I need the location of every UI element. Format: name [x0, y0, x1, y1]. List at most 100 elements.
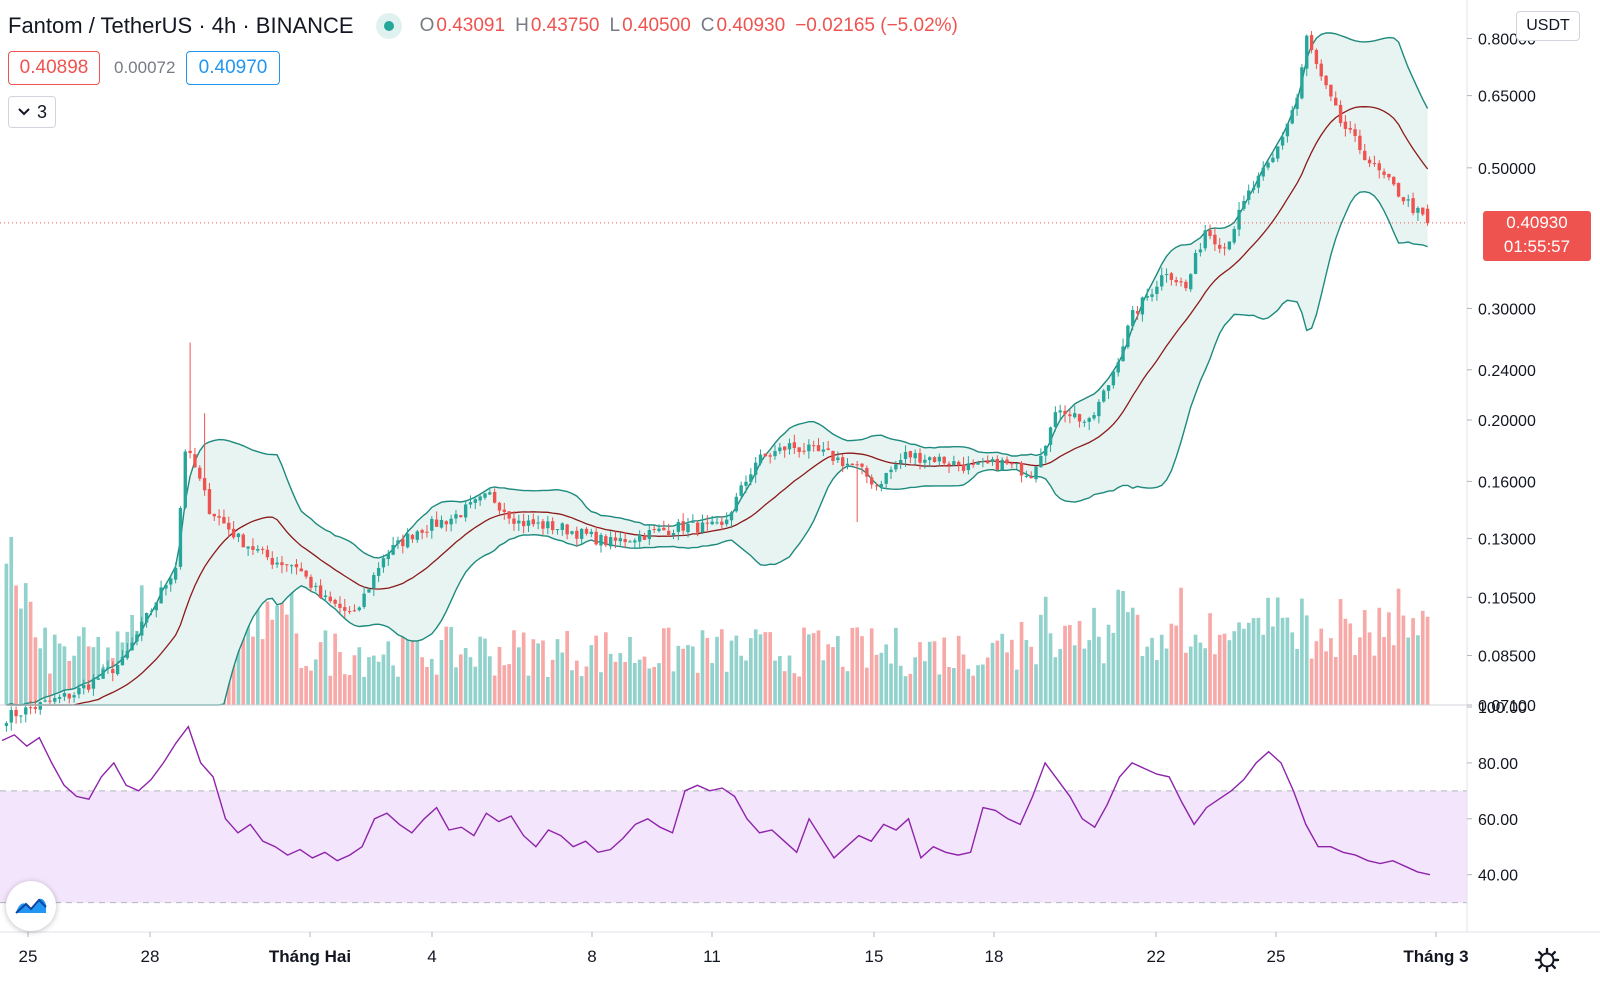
candle-body	[560, 523, 565, 530]
volume-bar	[352, 655, 357, 705]
volume-bar	[86, 646, 91, 705]
candle-body	[497, 502, 502, 511]
market-status-icon[interactable]	[375, 13, 402, 39]
candle-body	[1019, 462, 1024, 476]
candle-body	[662, 527, 666, 531]
volume-bar	[1174, 625, 1179, 705]
volume-bar	[1000, 633, 1005, 705]
candle-body	[787, 443, 792, 450]
candle-body	[149, 610, 154, 612]
volume-bar	[1203, 648, 1208, 705]
volume-bar	[19, 608, 23, 705]
volume-bar	[1232, 631, 1237, 705]
gear-icon[interactable]	[1534, 947, 1560, 973]
volume-bar	[676, 645, 681, 705]
volume-bar	[874, 654, 879, 705]
candle-body	[550, 521, 555, 531]
volume-bar	[265, 601, 270, 705]
candle-body	[990, 459, 995, 463]
volume-bar	[1019, 621, 1024, 705]
volume-bar	[81, 627, 86, 705]
buy-price-button[interactable]: 0.40970	[186, 51, 280, 85]
candle-body	[294, 564, 299, 568]
volume-bar	[289, 571, 294, 705]
volume-bar	[831, 647, 835, 705]
volume-bar	[323, 630, 328, 705]
candle-body	[1189, 274, 1193, 290]
sell-price-button[interactable]: 0.40898	[8, 51, 100, 85]
price-tick-label: 0.30000	[1478, 301, 1536, 318]
candle-body	[1300, 67, 1304, 99]
candle-body	[91, 678, 96, 689]
volume-bar	[705, 637, 710, 705]
candle-body	[811, 445, 816, 447]
currency-button[interactable]: USDT	[1516, 11, 1580, 41]
candle-body	[874, 485, 879, 487]
candle-body	[1222, 247, 1227, 249]
volume-bar	[502, 665, 507, 705]
time-tick-label: 11	[703, 947, 721, 966]
time-tick-label: Tháng 3	[1403, 947, 1468, 966]
candle-body	[202, 478, 207, 491]
volume-bar	[1246, 622, 1251, 705]
candle-body	[299, 568, 303, 572]
volume-bar	[1005, 652, 1009, 705]
candle-body	[77, 687, 81, 695]
candle-body	[115, 665, 120, 675]
volume-bar	[328, 675, 333, 705]
volume-bar	[952, 667, 956, 705]
volume-bar	[434, 674, 439, 705]
volume-bar	[618, 653, 623, 705]
volume-bar	[608, 653, 613, 705]
volume-bar	[932, 641, 937, 705]
candle-body	[270, 557, 274, 565]
bollinger-fill	[6, 32, 1428, 705]
candle-body	[753, 462, 758, 475]
candle-body	[1237, 209, 1241, 230]
volume-bar	[865, 667, 869, 705]
volume-bar	[454, 667, 458, 705]
volume-bar	[1188, 646, 1193, 705]
candle-body	[657, 528, 661, 532]
volume-bar	[642, 656, 647, 705]
volume-bar	[990, 642, 995, 705]
volume-bar	[52, 634, 57, 705]
candle-body	[744, 481, 748, 486]
tradingview-logo-icon[interactable]	[6, 881, 56, 931]
candle-body	[468, 502, 473, 505]
volume-bar	[1425, 616, 1430, 705]
candle-body	[1150, 294, 1154, 297]
candle-body	[1285, 123, 1290, 137]
volume-bar	[1014, 669, 1019, 705]
candle-body	[1367, 159, 1372, 164]
candle-body	[618, 538, 623, 542]
volume-bar	[1319, 628, 1324, 705]
volume-bar	[1111, 632, 1116, 705]
candle-body	[981, 461, 985, 463]
candle-body	[405, 533, 410, 548]
indicators-toggle-button[interactable]: 3	[8, 96, 56, 128]
symbol-title[interactable]: Fantom / TetherUS · 4h · BINANCE	[8, 13, 354, 38]
candle-body	[178, 507, 183, 567]
volume-bar	[628, 636, 632, 705]
volume-bar	[487, 656, 492, 705]
volume-bar	[23, 583, 28, 705]
volume-bar	[492, 675, 497, 705]
candle-body	[1102, 390, 1106, 402]
candle-body	[212, 513, 216, 517]
candle-body	[700, 522, 705, 533]
volume-bar	[1116, 589, 1121, 705]
volume-bar	[560, 652, 565, 705]
volume-bar	[879, 652, 884, 705]
candle-body	[1077, 414, 1082, 422]
candle-body	[19, 715, 23, 717]
volume-bar	[666, 627, 671, 705]
candle-body	[1251, 187, 1256, 190]
candle-body	[1343, 121, 1348, 129]
candle-body	[502, 509, 507, 512]
volume-bar	[429, 658, 434, 705]
volume-bar	[284, 614, 289, 705]
candle-body	[536, 522, 540, 524]
candle-body	[164, 584, 168, 589]
